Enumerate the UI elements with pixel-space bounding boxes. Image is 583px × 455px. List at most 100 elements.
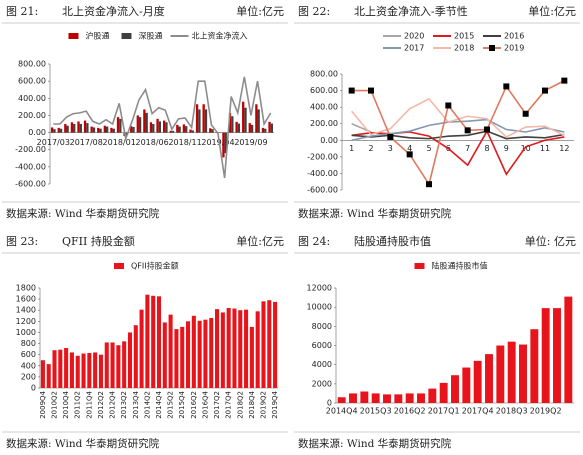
x-tick-label: 2 — [368, 144, 373, 153]
bar — [152, 124, 155, 133]
y-tick-label: -600.00 — [307, 186, 338, 195]
bar — [58, 349, 63, 388]
bar — [191, 315, 196, 388]
bar — [215, 309, 220, 388]
x-tick-label: 2013Q2 — [120, 391, 128, 419]
y-tick-label: 0.00 — [320, 136, 338, 145]
bar — [119, 118, 122, 133]
x-tick-label: 8 — [484, 144, 489, 153]
bar — [52, 350, 57, 388]
bar — [261, 301, 266, 388]
series-line — [351, 79, 565, 187]
x-tick-label: 12 — [559, 144, 569, 153]
bar — [178, 126, 181, 133]
y-tick-label: -600.00 — [15, 180, 46, 189]
bar — [64, 348, 69, 388]
bar — [235, 121, 238, 133]
bar — [116, 117, 120, 133]
bar — [211, 129, 214, 133]
bar — [182, 124, 186, 133]
y-tick-label: 4000 — [312, 360, 332, 369]
bar — [462, 367, 471, 403]
legend-swatch — [121, 33, 132, 39]
y-tick-label: 400 — [21, 361, 36, 370]
bar — [232, 308, 237, 388]
x-tick-label: 2019/09 — [234, 138, 267, 147]
bar — [138, 117, 142, 133]
x-tick-label: 2013Q4 — [132, 390, 140, 418]
y-tick-label: 600 — [21, 350, 36, 359]
bar — [231, 116, 234, 133]
legend-swatch — [114, 263, 124, 269]
bar — [169, 130, 172, 133]
point-marker — [426, 181, 432, 188]
bar — [268, 121, 271, 133]
bar — [87, 353, 92, 388]
bar — [112, 128, 115, 133]
bar — [59, 128, 63, 133]
bar — [257, 109, 260, 133]
legend-label: 2015 — [454, 32, 474, 41]
bar — [417, 393, 425, 403]
y-tick-label: 200 — [21, 372, 36, 381]
legend-swatch — [68, 33, 79, 39]
bar — [171, 130, 175, 133]
bar — [428, 388, 437, 403]
bar — [180, 326, 185, 388]
bar — [203, 319, 208, 388]
figure-label: 图 21: — [6, 5, 38, 18]
chart-title: 北上资金净流入-月度 — [62, 4, 165, 18]
bar — [116, 345, 121, 388]
x-tick-label: 1 — [349, 144, 354, 153]
x-tick-label: 2010Q2 — [51, 391, 59, 419]
bar — [143, 109, 146, 133]
figure-label: 图 24: — [298, 235, 330, 248]
point-marker — [561, 77, 568, 84]
bar — [267, 300, 272, 388]
bar — [92, 127, 96, 133]
bar — [439, 382, 448, 403]
bar — [136, 115, 139, 133]
bar — [238, 310, 243, 388]
x-tick-label: 2014Q4 — [155, 390, 163, 418]
y-tick-label: 200.00 — [18, 111, 46, 120]
bar — [73, 124, 76, 133]
x-tick-label: 2011Q4 — [85, 390, 93, 418]
x-tick-label: 2018Q4 — [248, 390, 256, 418]
point-marker — [348, 87, 355, 94]
y-tick-label: 800 — [21, 339, 36, 348]
figure-label: 图 23: — [6, 235, 38, 248]
x-tick-label: 2019Q4 — [271, 390, 279, 418]
x-tick-label: 2018/01 — [103, 138, 136, 147]
y-tick-label: 6000 — [312, 341, 332, 350]
bar — [99, 128, 102, 133]
bar — [86, 123, 89, 133]
figure-label: 图 22: — [298, 5, 330, 18]
y-tick-label: 400.00 — [18, 94, 46, 103]
bar — [553, 308, 561, 403]
bar — [185, 321, 191, 388]
point-marker — [542, 87, 548, 94]
x-tick-label: 2018Q2 — [236, 391, 244, 419]
bar — [209, 318, 214, 388]
bar — [149, 122, 153, 133]
bar — [103, 125, 106, 133]
legend-label: 深股通 — [139, 31, 163, 41]
y-tick-label: 8000 — [312, 322, 332, 331]
y-tick-label: 0.00 — [28, 128, 46, 137]
x-tick-label: 2015Q3 — [360, 407, 392, 416]
bar — [93, 352, 98, 388]
bar — [64, 124, 67, 133]
point-marker — [445, 102, 452, 109]
bar — [174, 329, 179, 388]
series-line — [53, 76, 272, 179]
x-tick-label: 2017/03 — [37, 138, 70, 147]
bar — [110, 127, 113, 133]
bar — [97, 127, 100, 133]
bar — [132, 127, 135, 133]
legend-label: 北上资金净流入 — [192, 31, 248, 41]
bar — [198, 109, 201, 133]
